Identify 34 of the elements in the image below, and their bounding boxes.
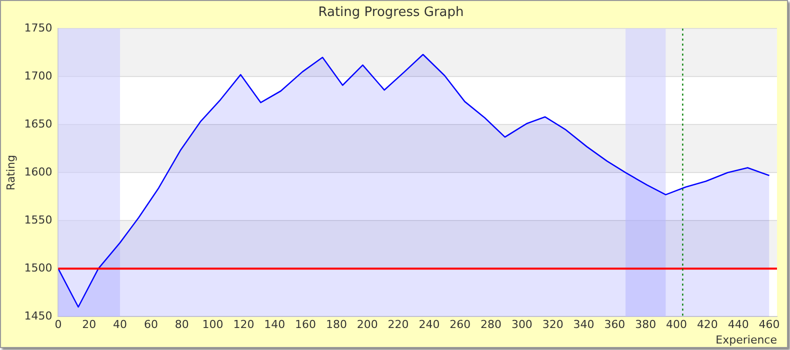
chart-title: Rating Progress Graph — [318, 5, 464, 20]
x-tick-label: 120 — [233, 318, 254, 332]
x-tick-label: 320 — [542, 318, 564, 332]
x-tick-label: 380 — [635, 318, 656, 332]
x-tick-label: 300 — [511, 318, 532, 332]
x-tick-label: 360 — [604, 318, 626, 332]
x-tick-label: 160 — [295, 318, 316, 332]
y-tick-label: 1450 — [24, 309, 52, 322]
y-tick-label: 1500 — [24, 261, 52, 274]
x-tick-label: 240 — [418, 318, 440, 332]
x-tick-label: 260 — [450, 318, 471, 332]
y-axis-title: Rating — [4, 154, 18, 190]
x-tick-label: 200 — [356, 318, 378, 332]
x-tick-label: 80 — [174, 318, 189, 332]
y-tick-label: 1650 — [24, 117, 52, 130]
y-tick-label: 1700 — [24, 69, 52, 82]
x-tick-label: 460 — [758, 318, 780, 332]
y-tick-label: 1600 — [24, 165, 52, 178]
x-axis-title: Experience — [716, 333, 778, 346]
y-tick-label: 1750 — [24, 21, 52, 34]
x-tick-label: 420 — [696, 318, 718, 332]
x-tick-label: 220 — [388, 318, 409, 332]
x-tick-label: 180 — [326, 318, 347, 332]
x-tick-label: 0 — [54, 318, 62, 332]
x-tick-label: 100 — [202, 318, 224, 332]
x-tick-label: 440 — [728, 318, 749, 332]
x-tick-label: 140 — [264, 318, 286, 332]
y-tick-label: 1550 — [24, 213, 52, 226]
x-tick-label: 40 — [113, 318, 128, 332]
x-tick-label: 340 — [573, 318, 594, 332]
x-tick-label: 280 — [480, 318, 502, 332]
x-tick-label: 400 — [666, 318, 688, 332]
x-tick-label: 20 — [82, 318, 96, 332]
x-tick-label: 60 — [144, 318, 158, 332]
